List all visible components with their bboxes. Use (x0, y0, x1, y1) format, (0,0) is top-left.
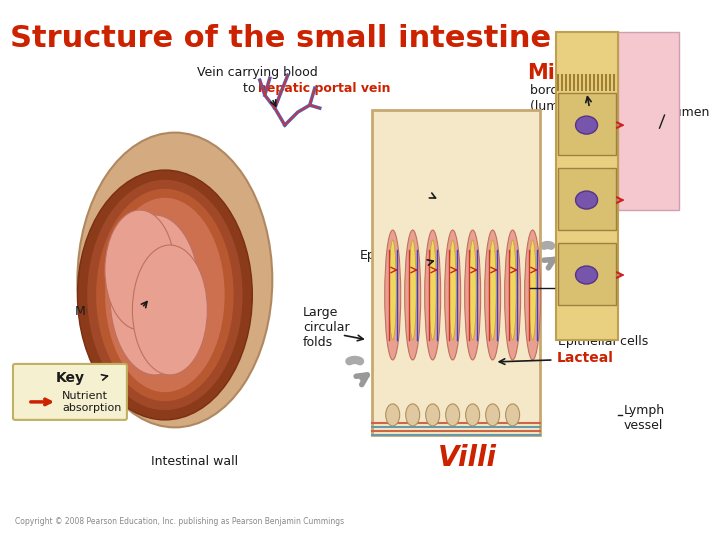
Text: Large
circular
folds: Large circular folds (303, 307, 349, 349)
Ellipse shape (525, 230, 541, 360)
Ellipse shape (78, 170, 252, 420)
Ellipse shape (384, 230, 401, 360)
Ellipse shape (575, 116, 598, 134)
Bar (557, 168, 616, 230)
Ellipse shape (489, 240, 496, 340)
Text: Epithelial cells: Epithelial cells (557, 335, 648, 348)
Ellipse shape (575, 266, 598, 284)
Ellipse shape (449, 240, 456, 340)
Bar (557, 93, 616, 155)
Text: border) at apical: border) at apical (530, 84, 634, 97)
Ellipse shape (469, 240, 476, 340)
Ellipse shape (104, 197, 225, 393)
Text: (brush: (brush (621, 66, 665, 79)
Ellipse shape (485, 230, 500, 360)
Ellipse shape (446, 404, 459, 426)
Text: Intestinal wall: Intestinal wall (151, 455, 238, 468)
Ellipse shape (409, 240, 416, 340)
Bar (557, 243, 616, 305)
Ellipse shape (426, 404, 440, 426)
Ellipse shape (505, 230, 521, 360)
FancyBboxPatch shape (13, 364, 127, 420)
Ellipse shape (105, 210, 175, 330)
Ellipse shape (132, 245, 207, 375)
Bar (372, 110, 539, 435)
Ellipse shape (505, 404, 520, 426)
Text: Villi: Villi (438, 444, 497, 472)
Text: Microvilli: Microvilli (528, 63, 635, 83)
Ellipse shape (485, 404, 500, 426)
Ellipse shape (386, 404, 400, 426)
Ellipse shape (509, 240, 516, 340)
Ellipse shape (78, 133, 272, 427)
Text: Basal
surface: Basal surface (481, 274, 528, 302)
Ellipse shape (110, 215, 200, 375)
Text: Structure of the small intestine: Structure of the small intestine (10, 24, 551, 53)
Bar (556, 32, 618, 340)
Text: Epithelial
cells: Epithelial cells (360, 249, 418, 277)
Ellipse shape (96, 188, 234, 402)
Text: Muscle layers: Muscle layers (75, 306, 161, 319)
Bar (618, 32, 680, 210)
Ellipse shape (529, 240, 536, 340)
Ellipse shape (575, 191, 598, 209)
Ellipse shape (405, 230, 420, 360)
Text: Lymph
vessel: Lymph vessel (624, 404, 665, 432)
Text: hepatic portal vein: hepatic portal vein (258, 82, 390, 94)
Text: Key: Key (55, 371, 84, 385)
Text: to: to (243, 82, 259, 94)
Text: Copyright © 2008 Pearson Education, Inc. publishing as Pearson Benjamin Cummings: Copyright © 2008 Pearson Education, Inc.… (15, 517, 344, 526)
Text: Blood
capillaries: Blood capillaries (374, 173, 455, 203)
Ellipse shape (390, 240, 396, 340)
Ellipse shape (405, 404, 420, 426)
Text: Nutrient
absorption: Nutrient absorption (62, 391, 122, 413)
Ellipse shape (425, 230, 441, 360)
Text: Vein carrying blood: Vein carrying blood (197, 66, 318, 79)
Text: Lumen: Lumen (667, 106, 710, 119)
Ellipse shape (429, 240, 436, 340)
Ellipse shape (86, 179, 243, 411)
Ellipse shape (445, 230, 461, 360)
Ellipse shape (466, 404, 480, 426)
Ellipse shape (464, 230, 481, 360)
Text: Villi: Villi (77, 372, 99, 384)
Text: Lacteal: Lacteal (557, 351, 613, 365)
Text: (lumenal) surface: (lumenal) surface (530, 99, 640, 113)
